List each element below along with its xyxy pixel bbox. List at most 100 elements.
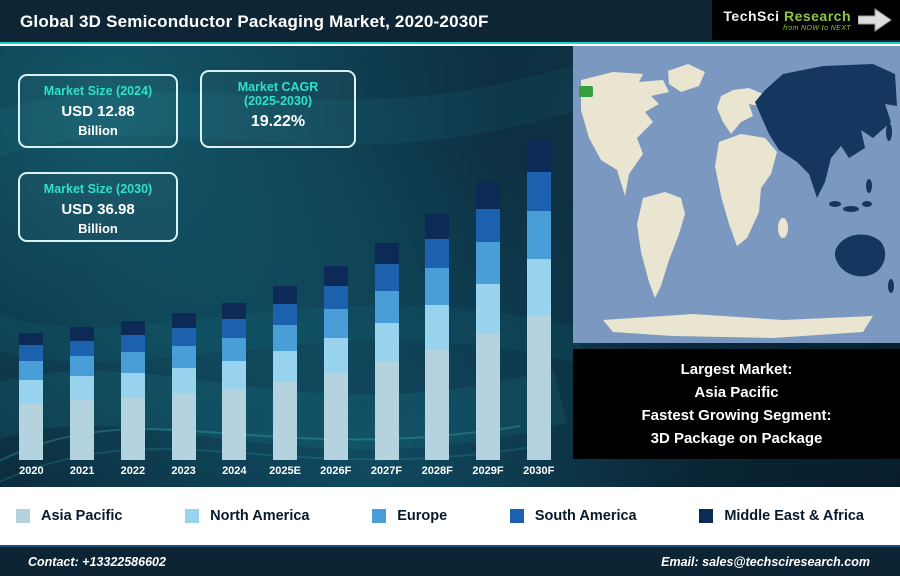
legend-item: Middle East & Africa	[699, 508, 864, 524]
footer-bar: Contact: +13322586602 Email: sales@techs…	[0, 545, 900, 576]
bar-segment-south-america	[374, 264, 399, 291]
stacked-bar	[374, 242, 399, 460]
bar-segment-south-america	[171, 327, 196, 346]
bar-column: 2025E	[260, 286, 311, 479]
x-axis-label: 2028F	[421, 465, 453, 477]
stat-subtitle: (2025-2030)	[243, 94, 313, 108]
bar-segment-europe	[425, 268, 450, 306]
stat-unit: Billion	[78, 221, 118, 236]
stacked-bar	[120, 321, 145, 460]
map-australia-highlight	[834, 234, 886, 277]
bar-segment-north-america	[475, 284, 500, 335]
page-title: Global 3D Semiconductor Packaging Market…	[20, 12, 489, 31]
legend-swatch	[509, 509, 524, 523]
highlight-line-1: Largest Market:	[680, 361, 793, 378]
bar-segment-asia-pacific	[120, 397, 145, 460]
legend-swatch	[16, 509, 30, 523]
market-size-2024-box: Market Size (2024) USD 12.88 Billion	[18, 74, 178, 148]
bar-segment-middle-east-africa	[323, 266, 348, 286]
bar-column: 2030F	[513, 140, 564, 479]
bar-column: 2026F	[310, 266, 361, 479]
bar-segment-south-america	[70, 340, 95, 357]
bar-segment-europe	[374, 290, 399, 324]
bar-column: 2024	[209, 303, 260, 479]
stacked-bar	[526, 140, 551, 460]
map-new-zealand	[888, 279, 894, 293]
legend-label: Middle East & Africa	[724, 508, 864, 524]
highlight-line-2: Asia Pacific	[694, 384, 779, 401]
bar-segment-europe	[70, 356, 95, 377]
bar-segment-north-america	[526, 258, 551, 317]
map-madagascar	[778, 218, 788, 238]
map-europe	[717, 88, 763, 134]
legend-swatch	[372, 509, 387, 523]
x-axis-label: 2024	[222, 465, 247, 477]
bar-segment-north-america	[273, 350, 298, 382]
bar-segment-europe	[526, 210, 551, 259]
highlight-line-3: Fastest Growing Segment:	[641, 407, 832, 424]
bar-chart: 2020 2021 2022 2023 2024 2025E 2026F 2027F 2028F…	[6, 140, 564, 479]
bar-segment-north-america	[171, 367, 196, 394]
bar-segment-asia-pacific	[475, 334, 500, 460]
bar-segment-south-america	[222, 318, 247, 338]
stacked-bar	[273, 286, 298, 460]
bar-segment-asia-pacific	[19, 402, 44, 460]
bar-segment-north-america	[19, 379, 44, 403]
logo-arrow-icon	[858, 8, 892, 32]
bar-column: 2023	[158, 313, 209, 479]
world-map-svg	[573, 46, 900, 343]
bar-segment-middle-east-africa	[120, 321, 145, 336]
logo-text: TechSci Research from NOW to NEXT	[723, 8, 851, 32]
map-asia-highlight	[755, 64, 897, 198]
map-south-america	[637, 192, 685, 298]
logo-brand-part1: TechSci	[723, 8, 780, 24]
bar-segment-asia-pacific	[273, 381, 298, 460]
stat-title: Market Size (2024)	[43, 84, 153, 98]
map-logo-mark	[579, 86, 593, 97]
stacked-bar	[475, 180, 500, 460]
map-japan	[886, 123, 892, 141]
bar-segment-south-america	[526, 172, 551, 211]
map-new-guinea	[862, 201, 872, 207]
bar-segment-north-america	[425, 305, 450, 350]
market-size-2030-box: Market Size (2030) USD 36.98 Billion	[18, 172, 178, 242]
bar-column: 2020	[6, 332, 57, 479]
bar-column: 2022	[107, 321, 158, 479]
stat-title: Market CAGR	[237, 80, 319, 94]
stacked-bar	[70, 327, 95, 460]
bar-segment-north-america	[222, 361, 247, 390]
bar-segment-north-america	[70, 376, 95, 401]
stat-value: USD 12.88	[61, 103, 135, 120]
legend-swatch	[185, 509, 200, 523]
bar-column: 2021	[57, 327, 108, 479]
bar-segment-middle-east-africa	[222, 303, 247, 319]
bar-segment-middle-east-africa	[526, 140, 551, 173]
bar-segment-middle-east-africa	[273, 286, 298, 304]
bar-segment-asia-pacific	[222, 389, 247, 460]
bar-segment-middle-east-africa	[374, 242, 399, 265]
bar-segment-asia-pacific	[323, 372, 348, 460]
x-axis-label: 2027F	[370, 465, 403, 477]
bar-segment-europe	[171, 345, 196, 368]
x-axis-label: 2020	[19, 465, 44, 477]
bar-column: 2027F	[361, 242, 412, 479]
bar-segment-south-america	[425, 238, 450, 269]
bar-segment-asia-pacific	[425, 349, 450, 460]
x-axis-label: 2022	[120, 465, 146, 477]
stat-value: 19.22%	[250, 113, 306, 130]
stacked-bar	[222, 303, 247, 460]
stacked-bar	[171, 313, 196, 460]
highlight-box: Largest Market: Asia Pacific Fastest Gro…	[573, 349, 900, 459]
bar-segment-europe	[19, 360, 44, 380]
map-africa	[715, 134, 777, 246]
bar-segment-south-america	[475, 208, 500, 243]
legend-item: Europe	[372, 508, 447, 524]
legend-swatch	[699, 509, 714, 523]
stat-value: USD 36.98	[61, 201, 135, 218]
map-north-america	[581, 72, 669, 196]
bar-segment-north-america	[323, 338, 348, 373]
map-greenland	[668, 64, 705, 92]
map-indonesia	[829, 201, 841, 207]
x-axis-label: 2021	[69, 465, 95, 477]
